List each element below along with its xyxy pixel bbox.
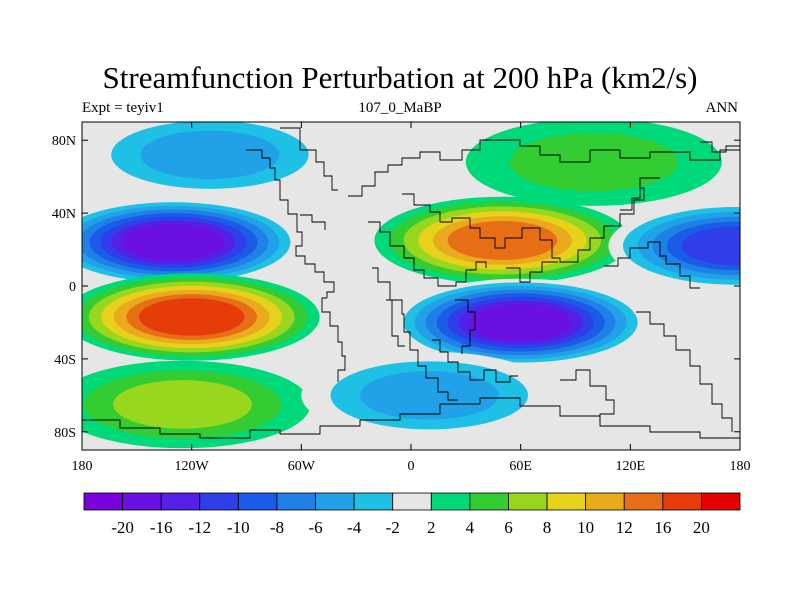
colorbar-label: -8: [270, 518, 284, 537]
y-tick-label: 40N: [52, 207, 76, 222]
colorbar-box: [122, 492, 162, 511]
colorbar: -20 -16 -12 -10 -8 -6 -4 -2 2 4 6 8 10 12 16 20: [83, 492, 741, 537]
contour-band: [469, 304, 572, 341]
colorbar-box: [353, 492, 394, 511]
colorbar-box: [508, 492, 548, 511]
map-area: [82, 122, 740, 450]
x-tick-label: 0: [408, 459, 415, 474]
x-tick-label: 120E: [616, 459, 646, 474]
colorbar-label: -6: [308, 518, 322, 537]
colorbar-box: [623, 492, 664, 511]
colorbar-box: [315, 492, 355, 511]
coastlines: [82, 127, 740, 439]
x-tick-label: 60E: [509, 459, 532, 474]
colorbar-box: [392, 492, 432, 511]
colorbar-box: [701, 492, 741, 511]
contour-band: [681, 226, 740, 266]
feature-west-pacific-low: [608, 202, 740, 290]
contour-band: [140, 130, 280, 180]
colorbar-label: -10: [227, 518, 250, 537]
y-tick-label: 40S: [54, 353, 76, 368]
colorbar-label: 4: [466, 518, 475, 537]
colorbar-label: -4: [347, 518, 362, 537]
colorbar-box: [160, 492, 201, 511]
feature-southern-ocean-high: [82, 360, 311, 449]
colorbar-box: [469, 492, 509, 511]
period-label: 107_0_MaBP: [358, 100, 442, 116]
x-tick-label: 120W: [175, 459, 210, 474]
feature-indian-ocean-low: [392, 278, 649, 367]
x-tick-label: 180: [72, 459, 93, 474]
contour-band: [113, 380, 252, 429]
feature-arctic-low: [82, 122, 338, 199]
colorbar-box: [430, 492, 471, 511]
colorbar-label: 20: [693, 518, 710, 537]
y-tick-label: 80S: [54, 426, 76, 441]
colorbar-label: 12: [616, 518, 633, 537]
colorbar-label: -20: [111, 518, 134, 537]
colorbar-label: 8: [543, 518, 552, 537]
colorbar-box: [199, 492, 239, 511]
axes: 180 120W 60W 0 60E 120E 180 80N 40N 0 40S 80S: [52, 122, 751, 474]
streamfunction-field: [82, 122, 740, 449]
contour-band: [509, 132, 678, 192]
contour-band: [122, 224, 225, 261]
colorbar-label: -12: [188, 518, 211, 537]
season-label: ANN: [705, 100, 739, 116]
colorbar-label: 6: [504, 518, 513, 537]
feature-africa-asia-high: [374, 196, 631, 285]
colorbar-box: [237, 492, 278, 511]
colorbar-label: 2: [427, 518, 436, 537]
colorbar-label: -2: [386, 518, 400, 537]
colorbar-label: 16: [654, 518, 671, 537]
contour-band: [359, 371, 499, 420]
colorbar-label: -16: [150, 518, 173, 537]
colorbar-box: [83, 492, 123, 511]
feature-south-pacific-high: [82, 273, 320, 361]
experiment-label: Expt = teyiv1: [82, 100, 164, 116]
y-tick-label: 0: [69, 280, 76, 295]
colorbar-box: [276, 492, 316, 511]
colorbar-box: [585, 492, 625, 511]
feature-arctic-high: [465, 122, 722, 206]
feature-south-atlantic-low: [301, 351, 558, 440]
colorbar-label: 10: [577, 518, 594, 537]
x-tick-label: 60W: [288, 459, 316, 474]
contour-band: [447, 221, 558, 260]
feature-north-pacific-low: [82, 198, 302, 286]
y-tick-label: 80N: [52, 134, 76, 149]
colorbar-box: [662, 492, 702, 511]
contour-band: [138, 298, 245, 336]
chart-title: Streamfunction Perturbation at 200 hPa (…: [102, 60, 698, 95]
colorbar-box: [546, 492, 587, 511]
x-tick-label: 180: [730, 459, 751, 474]
